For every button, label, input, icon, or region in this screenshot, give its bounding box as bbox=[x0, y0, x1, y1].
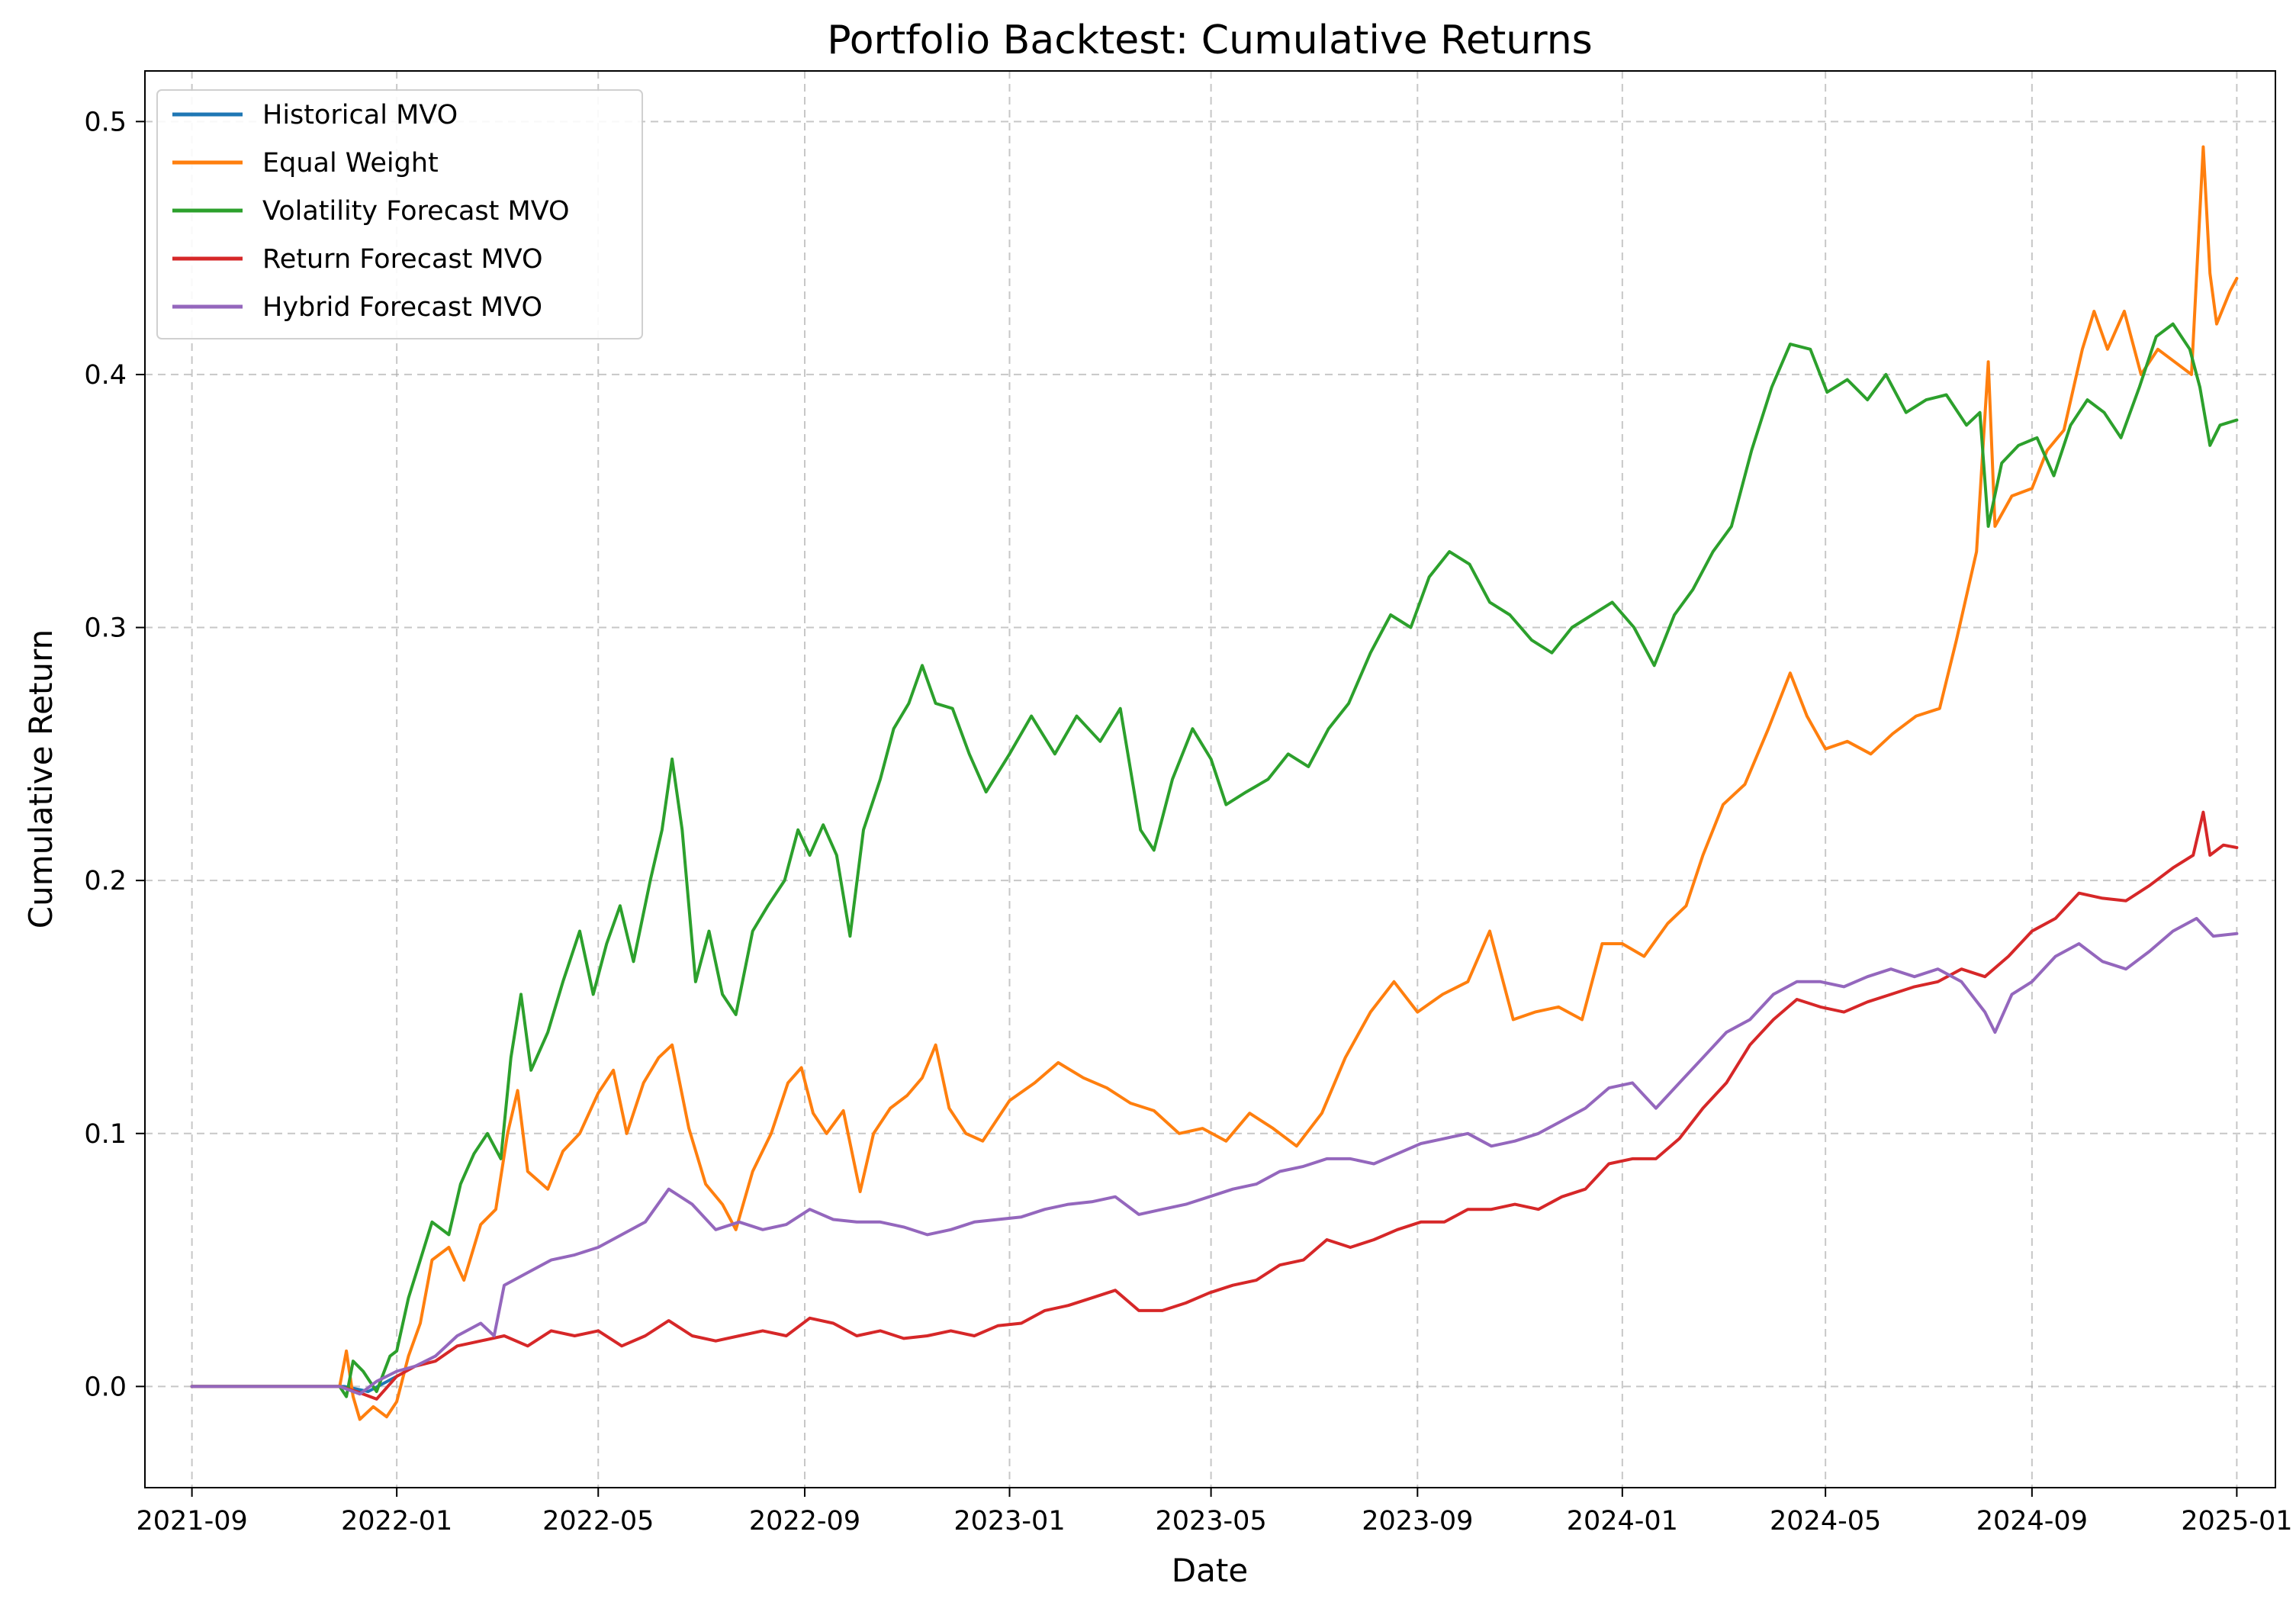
y-tick-label: 0.1 bbox=[84, 1119, 127, 1150]
x-tick-label: 2022-09 bbox=[749, 1506, 860, 1536]
legend-label: Volatility Forecast MVO bbox=[262, 196, 570, 227]
chart-title: Portfolio Backtest: Cumulative Returns bbox=[827, 18, 1593, 63]
x-tick-label: 2022-05 bbox=[542, 1506, 654, 1536]
y-axis-label: Cumulative Return bbox=[22, 629, 59, 928]
y-axis-ticks: 0.0 0.1 0.2 0.3 0.4 0.5 bbox=[84, 107, 145, 1402]
series-line-volatility-forecast-mvo bbox=[190, 322, 2239, 1398]
x-tick-label: 2025-01 bbox=[2181, 1506, 2292, 1536]
legend-items: Historical MVO Equal Weight Volatility For… bbox=[172, 100, 570, 323]
series-line-return-forecast-mvo bbox=[190, 810, 2239, 1401]
x-axis-label: Date bbox=[1172, 1552, 1248, 1589]
y-tick-label: 0.2 bbox=[84, 866, 127, 896]
y-tick-label: 0.0 bbox=[84, 1372, 127, 1402]
x-tick-label: 2022-01 bbox=[341, 1506, 452, 1536]
series-lines bbox=[190, 145, 2239, 1421]
y-tick-label: 0.3 bbox=[84, 613, 127, 644]
x-axis-ticks: 2021-09 2022-01 2022-05 2022-09 2023-01 2023-… bbox=[137, 1488, 2293, 1536]
legend-label: Return Forecast MVO bbox=[262, 244, 543, 275]
x-tick-label: 2024-05 bbox=[1770, 1506, 1881, 1536]
y-tick-label: 0.4 bbox=[84, 360, 127, 391]
series-line-hybrid-forecast-mvo bbox=[190, 916, 2239, 1396]
x-tick-label: 2023-01 bbox=[953, 1506, 1065, 1536]
plot-frame bbox=[144, 70, 2276, 1488]
x-tick-label: 2021-09 bbox=[137, 1506, 248, 1536]
legend-box bbox=[156, 89, 643, 339]
x-tick-label: 2024-01 bbox=[1567, 1506, 1678, 1536]
x-tick-label: 2023-05 bbox=[1155, 1506, 1266, 1536]
legend-label: Equal Weight bbox=[262, 148, 439, 179]
legend-label: Hybrid Forecast MVO bbox=[262, 292, 542, 323]
legend: Historical MVO Equal Weight Volatility For… bbox=[156, 89, 643, 339]
y-tick-label: 0.5 bbox=[84, 107, 127, 137]
x-tick-label: 2024-09 bbox=[1976, 1506, 2088, 1536]
x-tick-label: 2023-09 bbox=[1362, 1506, 1473, 1536]
legend-label: Historical MVO bbox=[262, 100, 458, 130]
series-line-equal-weight bbox=[190, 145, 2239, 1421]
